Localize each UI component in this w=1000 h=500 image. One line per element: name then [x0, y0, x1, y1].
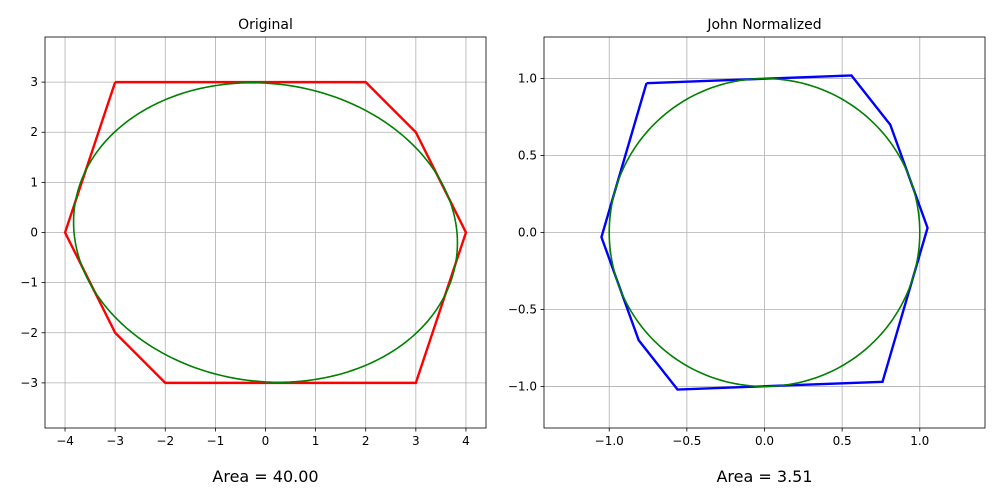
x-tick-label: −1 [207, 434, 225, 448]
chart-original: −4 −3 −2 −1 0 1 2 3 4 −3 −2 −1 0 1 2 3 Original Area = … [20, 17, 487, 486]
john-ellipse [72, 81, 459, 384]
x-tick-label: −0.5 [672, 434, 701, 448]
x-tick-label: 4 [462, 434, 470, 448]
axis-ticks: −4 −3 −2 −1 0 1 2 3 4 −3 −2 −1 0 1 2 3 [20, 75, 469, 448]
y-tick-label: 0 [30, 226, 38, 240]
y-tick-label: 1.0 [518, 72, 537, 86]
x-tick-label: −2 [156, 434, 174, 448]
chart-john-normalized: −1.0 −0.5 0.0 0.5 1.0 −1.0 −0.5 0.0 0.5 1.0 John … [508, 17, 986, 486]
chart-title: Original [238, 17, 293, 33]
x-tick-label: −1.0 [595, 434, 624, 448]
y-tick-label: −2 [20, 326, 38, 340]
x-tick-label: 0.0 [755, 434, 774, 448]
area-caption: Area = 3.51 [716, 467, 812, 486]
y-tick-label: −1.0 [508, 379, 537, 393]
x-tick-label: 0 [262, 434, 270, 448]
plot-area [600, 74, 929, 391]
y-tick-label: 3 [30, 75, 38, 89]
area-caption: Area = 40.00 [212, 467, 318, 486]
x-tick-label: 1 [312, 434, 320, 448]
plot-area [63, 80, 468, 385]
x-tick-label: −3 [106, 434, 124, 448]
x-tick-label: −4 [56, 434, 74, 448]
x-tick-label: 1.0 [910, 434, 929, 448]
y-tick-label: 2 [30, 125, 38, 139]
x-tick-label: 2 [362, 434, 370, 448]
y-tick-label: 1 [30, 175, 38, 189]
gridlines [544, 37, 985, 428]
x-tick-label: 3 [412, 434, 420, 448]
y-tick-label: 0.0 [518, 226, 537, 240]
john-ellipse [608, 77, 921, 388]
y-tick-label: 0.5 [518, 149, 537, 163]
x-tick-label: 0.5 [833, 434, 852, 448]
chart-title: John Normalized [706, 17, 821, 33]
y-tick-label: −1 [20, 276, 38, 290]
y-tick-label: −0.5 [508, 302, 537, 316]
axis-ticks: −1.0 −0.5 0.0 0.5 1.0 −1.0 −0.5 0.0 0.5 1.0 [508, 72, 929, 448]
y-tick-label: −3 [20, 376, 38, 390]
